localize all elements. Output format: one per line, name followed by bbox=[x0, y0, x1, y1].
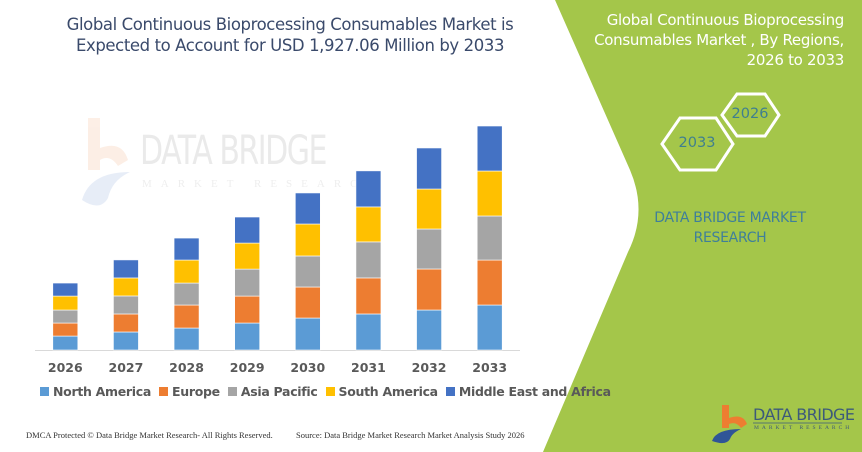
logo-name: DATA BRIDGE bbox=[753, 405, 855, 424]
chart-legend: North America Europe Asia Pacific South Ame… bbox=[40, 384, 611, 399]
side-panel-brand: DATA BRIDGE MARKET RESEARCH bbox=[650, 208, 810, 248]
bar-2032-europe bbox=[416, 268, 442, 311]
bar-2031-middle-east-and-africa bbox=[355, 170, 382, 208]
bar-2027-middle-east-and-africa bbox=[113, 259, 139, 279]
bar-2027-asia-pacific bbox=[113, 295, 139, 315]
watermark-text: DATA BRIDGE bbox=[140, 128, 327, 174]
bar-2028-middle-east-and-africa bbox=[173, 237, 200, 261]
chart-title-line2: Expected to Account for USD 1,927.06 Mil… bbox=[75, 36, 505, 55]
hexagon-2026 bbox=[720, 92, 781, 138]
bar-2032-north-america bbox=[416, 309, 442, 351]
hex-label-2033: 2033 bbox=[678, 135, 716, 151]
bar-2032-asia-pacific bbox=[416, 228, 442, 270]
legend-label: Asia Pacific bbox=[240, 384, 318, 399]
bar-2031-europe bbox=[355, 277, 382, 315]
legend-swatch bbox=[445, 387, 455, 396]
bar-2027-north-america bbox=[113, 331, 139, 351]
bar-2031-asia-pacific bbox=[355, 241, 382, 279]
bar-2033-middle-east-and-africa bbox=[476, 125, 503, 172]
logo-subtitle: MARKET RESEARCH bbox=[754, 425, 853, 431]
legend-label: Europe bbox=[172, 384, 220, 399]
bar-2026-europe bbox=[52, 322, 79, 337]
watermark-subtitle: MARKET RESEARCH bbox=[142, 178, 384, 190]
bar-2026-middle-east-and-africa bbox=[52, 282, 79, 297]
brand-line2: RESEARCH bbox=[693, 230, 767, 246]
hexagon-2033 bbox=[660, 116, 735, 172]
x-tick-label: 2031 bbox=[351, 360, 386, 375]
bar-2029-middle-east-and-africa bbox=[234, 216, 260, 244]
side-title-line2: Consumables Market , By Regions, bbox=[594, 31, 844, 49]
x-tick-label: 2028 bbox=[169, 360, 204, 375]
bar-2027-south-america bbox=[113, 277, 139, 297]
side-panel-title: Global Continuous Bioprocessing Consumab… bbox=[584, 10, 844, 70]
x-tick-label: 2032 bbox=[412, 360, 447, 375]
bar-2032-south-america bbox=[416, 188, 442, 230]
bar-2028-south-america bbox=[173, 259, 200, 284]
bar-2026-south-america bbox=[52, 295, 79, 311]
bar-2030-asia-pacific bbox=[295, 255, 321, 288]
bar-2030-europe bbox=[295, 286, 321, 319]
logo-icon bbox=[712, 405, 842, 444]
side-title-line3: 2026 to 2033 bbox=[746, 51, 845, 69]
legend-swatch bbox=[159, 387, 169, 396]
side-panel-shape bbox=[543, 0, 862, 452]
bar-2028-north-america bbox=[173, 327, 200, 351]
brand-line1: DATA BRIDGE MARKET bbox=[654, 210, 806, 226]
bar-2029-europe bbox=[234, 295, 260, 324]
legend-swatch bbox=[40, 387, 49, 396]
bar-2029-north-america bbox=[234, 322, 260, 351]
legend-label: North America bbox=[53, 384, 152, 399]
bar-2031-north-america bbox=[355, 313, 382, 351]
bar-2026-north-america bbox=[52, 335, 79, 351]
legend-label: Middle East and Africa bbox=[458, 384, 611, 399]
x-tick-label: 2033 bbox=[472, 360, 507, 375]
bar-2033-south-america bbox=[476, 170, 503, 217]
chart-title: Global Continuous Bioprocessing Consumab… bbox=[40, 14, 540, 56]
bar-2033-europe bbox=[476, 259, 503, 306]
bar-2030-south-america bbox=[295, 223, 321, 257]
legend-item-south-america: South America bbox=[325, 384, 439, 399]
chart-title-line1: Global Continuous Bioprocessing Consumab… bbox=[66, 15, 514, 34]
side-title-line1: Global Continuous Bioprocessing bbox=[606, 11, 845, 29]
bar-2030-north-america bbox=[295, 317, 321, 351]
legend-swatch bbox=[325, 387, 335, 396]
x-tick-label: 2027 bbox=[109, 360, 144, 375]
hex-label-2026: 2026 bbox=[731, 106, 769, 122]
bar-2033-asia-pacific bbox=[476, 215, 503, 261]
copyright-text: DMCA Protected © Data Bridge Market Rese… bbox=[26, 430, 273, 440]
legend-item-asia-pacific: Asia Pacific bbox=[227, 384, 318, 399]
bar-2029-south-america bbox=[234, 242, 260, 270]
x-tick-label: 2029 bbox=[230, 360, 265, 375]
bar-2028-europe bbox=[173, 304, 200, 329]
legend-item-europe: Europe bbox=[159, 384, 220, 399]
legend-label: South America bbox=[338, 384, 439, 399]
bar-2026-asia-pacific bbox=[52, 309, 79, 324]
legend-swatch bbox=[227, 387, 237, 396]
watermark-logo-icon bbox=[82, 118, 130, 206]
x-tick-label: 2030 bbox=[290, 360, 325, 375]
source-text: Source: Data Bridge Market Research Mark… bbox=[296, 430, 525, 440]
bar-2033-north-america bbox=[476, 304, 503, 351]
x-tick-label: 2026 bbox=[48, 360, 83, 375]
bar-2029-asia-pacific bbox=[234, 268, 260, 297]
bar-2031-south-america bbox=[355, 206, 382, 243]
bar-2028-asia-pacific bbox=[173, 282, 200, 306]
bar-2032-middle-east-and-africa bbox=[416, 147, 442, 190]
bar-2030-middle-east-and-africa bbox=[295, 192, 321, 225]
legend-item-middle-east-and-africa: Middle East and Africa bbox=[445, 384, 611, 399]
bar-2027-europe bbox=[113, 313, 139, 333]
legend-item-north-america: North America bbox=[40, 384, 151, 399]
